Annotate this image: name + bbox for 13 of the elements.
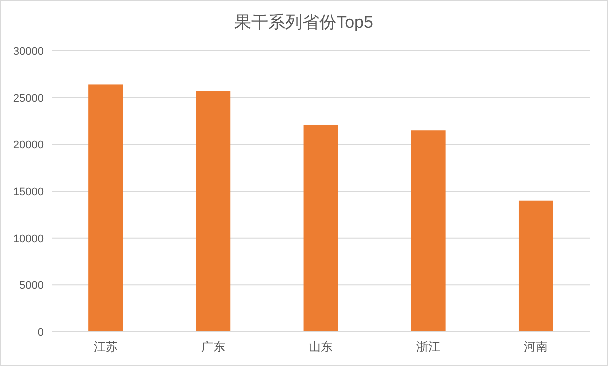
xtick: 河南: [524, 340, 548, 354]
ytick: 10000: [13, 233, 44, 246]
ytick: 0: [38, 327, 44, 339]
xtick: 山东: [309, 340, 333, 354]
ytick: 25000: [13, 92, 44, 105]
ytick: 5000: [20, 280, 44, 292]
title: 果干系列省份Top5: [234, 13, 374, 32]
ytick: 30000: [13, 46, 44, 58]
xtick: 浙江: [416, 340, 441, 354]
xtick: 江苏: [94, 340, 118, 354]
ytick: 15000: [13, 186, 44, 198]
xtick: 广东: [201, 340, 226, 354]
ytick: 20000: [13, 140, 44, 152]
